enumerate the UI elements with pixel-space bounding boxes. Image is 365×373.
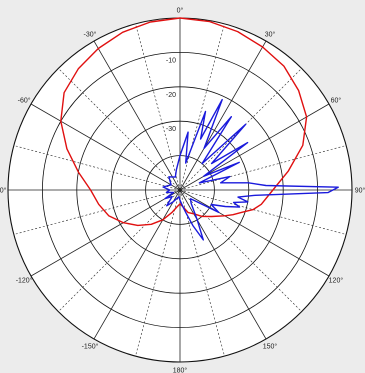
polar-series [60,17,339,241]
angle-tick-label: -150° [82,342,99,350]
polar-spoke [179,189,302,312]
angle-tick-label: 150° [263,342,278,350]
angle-tick-label: 0° [177,7,184,15]
polar-spoke [93,40,181,191]
polar-spoke [179,189,330,277]
angle-tick-label: 180° [173,367,188,373]
polar-spoke [30,103,181,191]
polar-spoke [13,189,181,235]
angle-tick-label: -120° [16,277,33,285]
angle-tick-label: 60° [331,97,342,105]
angle-tick-label: -90° [0,187,7,195]
angle-tick-label: 120° [329,277,344,285]
angle-tick-labels: 0° 30° 60° 90° 120° 150° 180° -150° -120° -90° -60… [0,7,365,373]
angle-tick-label: 90° [355,187,365,195]
polar-spoke [179,40,267,191]
polar-spoke [13,145,181,191]
polar-spoke [135,23,181,191]
polar-spokes [8,18,352,362]
polar-spoke [179,189,267,340]
polar-spoke [179,145,347,191]
polar-spoke [30,189,181,277]
polar-spoke [135,189,181,357]
polar-spoke [179,189,347,235]
angle-tick-label: -30° [84,31,97,39]
polar-spoke [179,189,225,357]
polar-spoke [58,189,181,312]
radial-tick-label: -10 [166,57,176,64]
series-line-2 [162,98,339,241]
radial-tick-label: -20 [166,92,176,99]
radial-tick-labels: -10 -20 -30 [166,57,176,133]
angle-tick-label: -60° [18,97,31,105]
polar-spoke [179,23,225,191]
polar-spoke [93,189,181,340]
radial-tick-label: -30 [166,126,176,133]
polar-spoke [58,68,181,191]
angle-tick-label: 30° [265,31,276,39]
